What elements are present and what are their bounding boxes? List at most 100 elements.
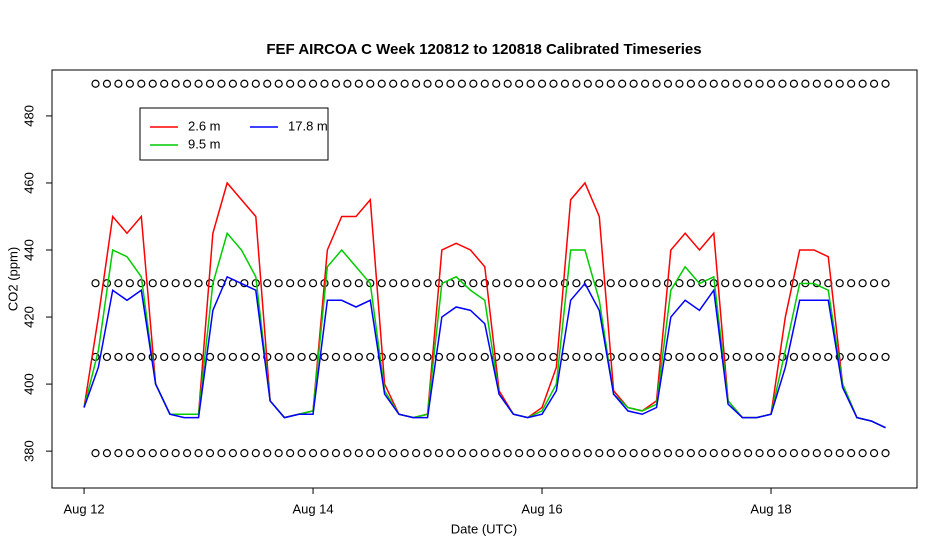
x-axis-label: Date (UTC): [451, 521, 517, 536]
calibration-point: [354, 352, 363, 362]
plot-frame: [51, 69, 918, 489]
calibration-point: [640, 79, 650, 88]
calibration-point: [389, 449, 398, 458]
calibration-point: [377, 79, 386, 88]
calibration-point: [297, 449, 306, 458]
calibration-point: [286, 449, 295, 458]
calibration-point: [411, 449, 421, 458]
calibration-point: [766, 79, 776, 88]
calibration-point: [755, 449, 764, 458]
calibration-point: [286, 79, 295, 88]
calibration-point: [801, 79, 810, 88]
calibration-point: [297, 279, 306, 288]
calibration-point: [606, 79, 615, 88]
calibration-point: [102, 352, 112, 362]
calibration-point: [160, 352, 169, 362]
calibration-point: [858, 279, 867, 288]
calibration-point: [560, 279, 570, 288]
calibration-point: [595, 449, 604, 458]
calibration-point: [629, 449, 638, 458]
calibration-point: [572, 279, 581, 288]
calibration-point: [595, 79, 604, 88]
calibration-point: [652, 352, 661, 362]
calibration-point: [778, 449, 787, 458]
calibration-point: [423, 449, 432, 458]
calibration-point: [320, 352, 329, 362]
calibration-point: [114, 352, 123, 362]
calibration-point: [389, 279, 398, 288]
legend-box: [139, 107, 329, 161]
calibration-point: [686, 449, 695, 458]
calibration-point: [744, 449, 753, 458]
calibration-point: [732, 352, 741, 362]
calibration-point: [469, 279, 478, 288]
x-tick-label: Aug 14: [292, 501, 333, 516]
series-line: [83, 181, 886, 429]
calibration-point: [881, 449, 890, 458]
calibration-point: [755, 79, 764, 88]
calibration-point: [457, 79, 466, 88]
calibration-point: [663, 449, 673, 458]
calibration-point: [606, 279, 615, 288]
calibration-point: [572, 79, 581, 88]
calibration-point: [366, 352, 375, 362]
y-tick-label: 380: [21, 440, 36, 462]
calibration-point: [744, 352, 753, 362]
calibration-point: [583, 352, 592, 362]
calibration-point: [91, 449, 100, 458]
calibration-point: [194, 79, 203, 88]
calibration-point: [537, 279, 547, 288]
calibration-point: [194, 279, 203, 288]
calibration-point: [503, 279, 512, 288]
calibration-point: [675, 449, 684, 458]
calibration-point: [171, 352, 180, 362]
calibration-point: [812, 449, 821, 458]
calibration-point: [526, 79, 535, 88]
calibration-point: [446, 449, 455, 458]
calibration-point: [698, 79, 707, 88]
calibration-point: [549, 79, 558, 88]
calibration-point: [847, 279, 856, 288]
calibration-point: [286, 279, 295, 288]
calibration-point: [789, 352, 799, 362]
calibration-point: [205, 449, 215, 458]
calibration-point: [102, 79, 112, 88]
calibration-point: [480, 352, 489, 362]
calibration-point: [755, 352, 764, 362]
calibration-point: [686, 352, 695, 362]
calibration-point: [618, 352, 627, 362]
calibration-point: [160, 79, 169, 88]
calibration-point: [343, 279, 352, 288]
calibration-point: [835, 79, 844, 88]
y-tick-label: 480: [21, 105, 36, 127]
calibration-point: [297, 352, 306, 362]
legend-label: 2.6 m: [188, 118, 221, 133]
calibration-point: [217, 352, 226, 362]
calibration-point: [721, 279, 730, 288]
calibration-point: [675, 79, 684, 88]
calibration-point: [812, 352, 821, 362]
calibration-point: [171, 279, 180, 288]
calibration-point: [194, 449, 203, 458]
calibration-point: [228, 352, 238, 362]
calibration-point: [732, 279, 741, 288]
calibration-point: [389, 79, 398, 88]
calibration-point: [549, 279, 558, 288]
calibration-point: [251, 79, 260, 88]
y-tick-label: 420: [21, 306, 36, 328]
calibration-point: [217, 449, 226, 458]
calibration-point: [434, 449, 444, 458]
calibration-point: [732, 79, 741, 88]
calibration-point: [331, 279, 341, 288]
calibration-point: [732, 449, 741, 458]
calibration-point: [377, 279, 386, 288]
calibration-point: [297, 79, 306, 88]
calibration-point: [137, 352, 146, 362]
calibration-point: [240, 449, 249, 458]
calibration-point: [515, 352, 524, 362]
calibration-point: [560, 79, 570, 88]
series-line: [83, 231, 886, 429]
calibration-point: [515, 279, 524, 288]
calibration-point: [572, 449, 581, 458]
